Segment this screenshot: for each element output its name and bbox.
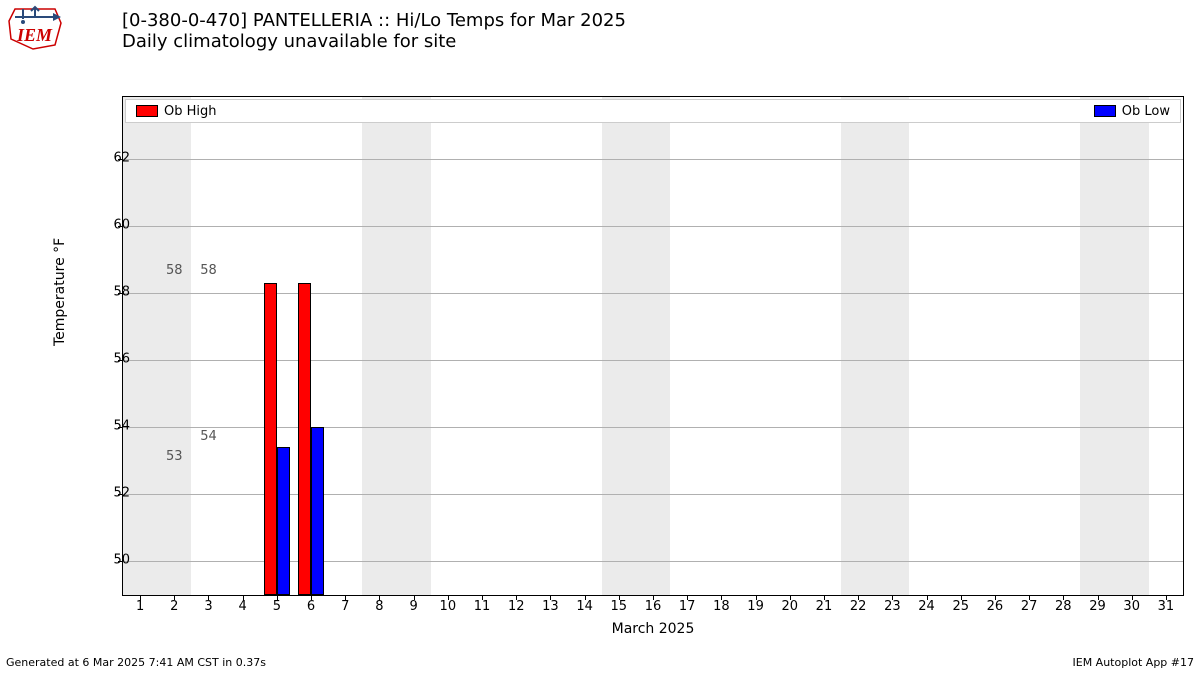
xtick-label: 12 <box>508 599 525 614</box>
gridline <box>123 293 1183 294</box>
legend-item-low: Ob Low <box>1094 104 1170 119</box>
value-label-high: 58 <box>200 263 217 278</box>
legend-swatch-high <box>136 105 158 117</box>
xtick-label: 24 <box>918 599 935 614</box>
ytick-label: 50 <box>90 553 130 568</box>
value-label-low: 53 <box>166 449 183 464</box>
bar-ob-high <box>264 283 277 595</box>
weekend-band <box>602 97 670 595</box>
xtick-label: 29 <box>1089 599 1106 614</box>
gridline <box>123 360 1183 361</box>
xtick-label: 23 <box>884 599 901 614</box>
xtick-label: 3 <box>204 599 212 614</box>
xtick-label: 1 <box>136 599 144 614</box>
xtick-label: 27 <box>1021 599 1038 614</box>
xtick-label: 14 <box>576 599 593 614</box>
ytick-label: 56 <box>90 352 130 367</box>
legend-label-high: Ob High <box>164 104 217 119</box>
bar-ob-high <box>298 283 311 595</box>
bar-ob-low <box>277 447 290 595</box>
y-axis-label: Temperature °F <box>52 238 68 346</box>
weekend-band <box>362 97 430 595</box>
svg-text:IEM: IEM <box>16 25 53 45</box>
legend-item-high: Ob High <box>136 104 217 119</box>
ytick-label: 52 <box>90 486 130 501</box>
ytick-label: 60 <box>90 217 130 232</box>
xtick-label: 19 <box>747 599 764 614</box>
xtick-label: 9 <box>410 599 418 614</box>
title-line1: [0-380-0-470] PANTELLERIA :: Hi/Lo Temps… <box>122 10 626 31</box>
footer-generated: Generated at 6 Mar 2025 7:41 AM CST in 0… <box>6 656 266 669</box>
xtick-label: 10 <box>440 599 457 614</box>
xtick-label: 31 <box>1158 599 1175 614</box>
plot-area: 1234567891011121314151617181920212223242… <box>122 96 1184 596</box>
ytick-label: 54 <box>90 419 130 434</box>
ytick-label: 58 <box>90 284 130 299</box>
xtick-label: 8 <box>375 599 383 614</box>
xtick-label: 30 <box>1123 599 1140 614</box>
gridline <box>123 159 1183 160</box>
chart-title: [0-380-0-470] PANTELLERIA :: Hi/Lo Temps… <box>122 10 626 52</box>
xtick-label: 17 <box>679 599 696 614</box>
xtick-label: 25 <box>952 599 969 614</box>
xtick-label: 7 <box>341 599 349 614</box>
weekend-band <box>1080 97 1148 595</box>
bar-ob-low <box>311 427 324 595</box>
iem-logo: IEM <box>5 5 65 55</box>
legend-swatch-low <box>1094 105 1116 117</box>
xtick-label: 16 <box>645 599 662 614</box>
xtick-label: 26 <box>987 599 1004 614</box>
ytick-label: 62 <box>90 150 130 165</box>
xtick-label: 21 <box>816 599 833 614</box>
gridline <box>123 427 1183 428</box>
title-line2: Daily climatology unavailable for site <box>122 31 626 52</box>
weekend-band <box>841 97 909 595</box>
value-label-high: 58 <box>166 263 183 278</box>
footer-app: IEM Autoplot App #17 <box>1073 656 1195 669</box>
legend: Ob High Ob Low <box>125 99 1181 123</box>
legend-label-low: Ob Low <box>1122 104 1170 119</box>
xtick-label: 11 <box>474 599 491 614</box>
xtick-label: 18 <box>713 599 730 614</box>
value-label-low: 54 <box>200 429 217 444</box>
xtick-label: 4 <box>239 599 247 614</box>
weekend-band <box>123 97 191 595</box>
xtick-label: 22 <box>850 599 867 614</box>
xtick-label: 28 <box>1055 599 1072 614</box>
x-axis-label: March 2025 <box>123 621 1183 637</box>
xtick-label: 20 <box>781 599 798 614</box>
xtick-label: 15 <box>611 599 628 614</box>
xtick-label: 6 <box>307 599 315 614</box>
gridline <box>123 226 1183 227</box>
xtick-label: 2 <box>170 599 178 614</box>
xtick-label: 5 <box>273 599 281 614</box>
xtick-label: 13 <box>542 599 559 614</box>
